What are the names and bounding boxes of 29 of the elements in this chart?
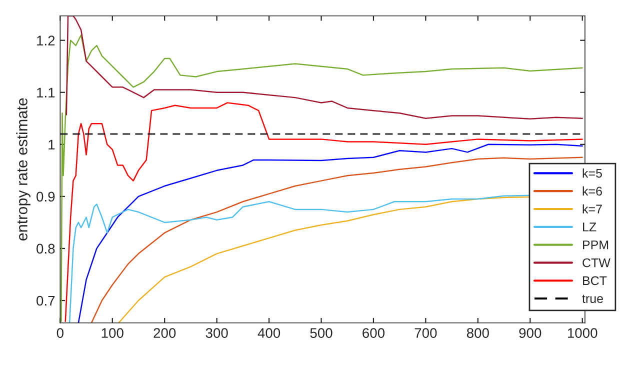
y-tick-label: 1.1 <box>37 88 55 98</box>
legend-label: CTW <box>582 258 610 268</box>
legend-label: k=6 <box>582 186 602 196</box>
x-tick-label: 500 <box>310 328 332 338</box>
y-tick-label: 0.8 <box>36 244 55 254</box>
y-tick-label: 0.7 <box>36 296 55 306</box>
legend-label: BCT <box>583 276 607 286</box>
y-axis-title: entropy rate estimate <box>16 98 30 240</box>
line-series <box>66 16 583 120</box>
x-tick-label: 900 <box>519 328 542 338</box>
x-tick-label: 100 <box>102 328 124 338</box>
y-tick-label: 1.2 <box>37 36 55 46</box>
x-tick-label: 200 <box>154 328 176 338</box>
legend-label: PPM <box>583 240 608 250</box>
x-tick-label: 400 <box>258 328 280 338</box>
x-tick-label: 1000 <box>568 328 598 338</box>
line-series <box>64 102 583 322</box>
line-series <box>60 34 583 322</box>
x-tick-label: 0 <box>56 328 64 338</box>
x-tick-label: 300 <box>206 328 228 338</box>
legend-label: true <box>582 294 603 304</box>
y-tick-label: 0.9 <box>36 192 55 202</box>
legend-label: k=7 <box>582 204 602 214</box>
x-tick-label: 800 <box>466 328 489 338</box>
x-tick-label: 600 <box>362 328 385 338</box>
legend-label: k=5 <box>582 168 602 178</box>
y-tick-label: 1 <box>48 140 55 150</box>
legend-label: LZ <box>583 222 596 232</box>
x-tick-label: 700 <box>414 328 437 338</box>
